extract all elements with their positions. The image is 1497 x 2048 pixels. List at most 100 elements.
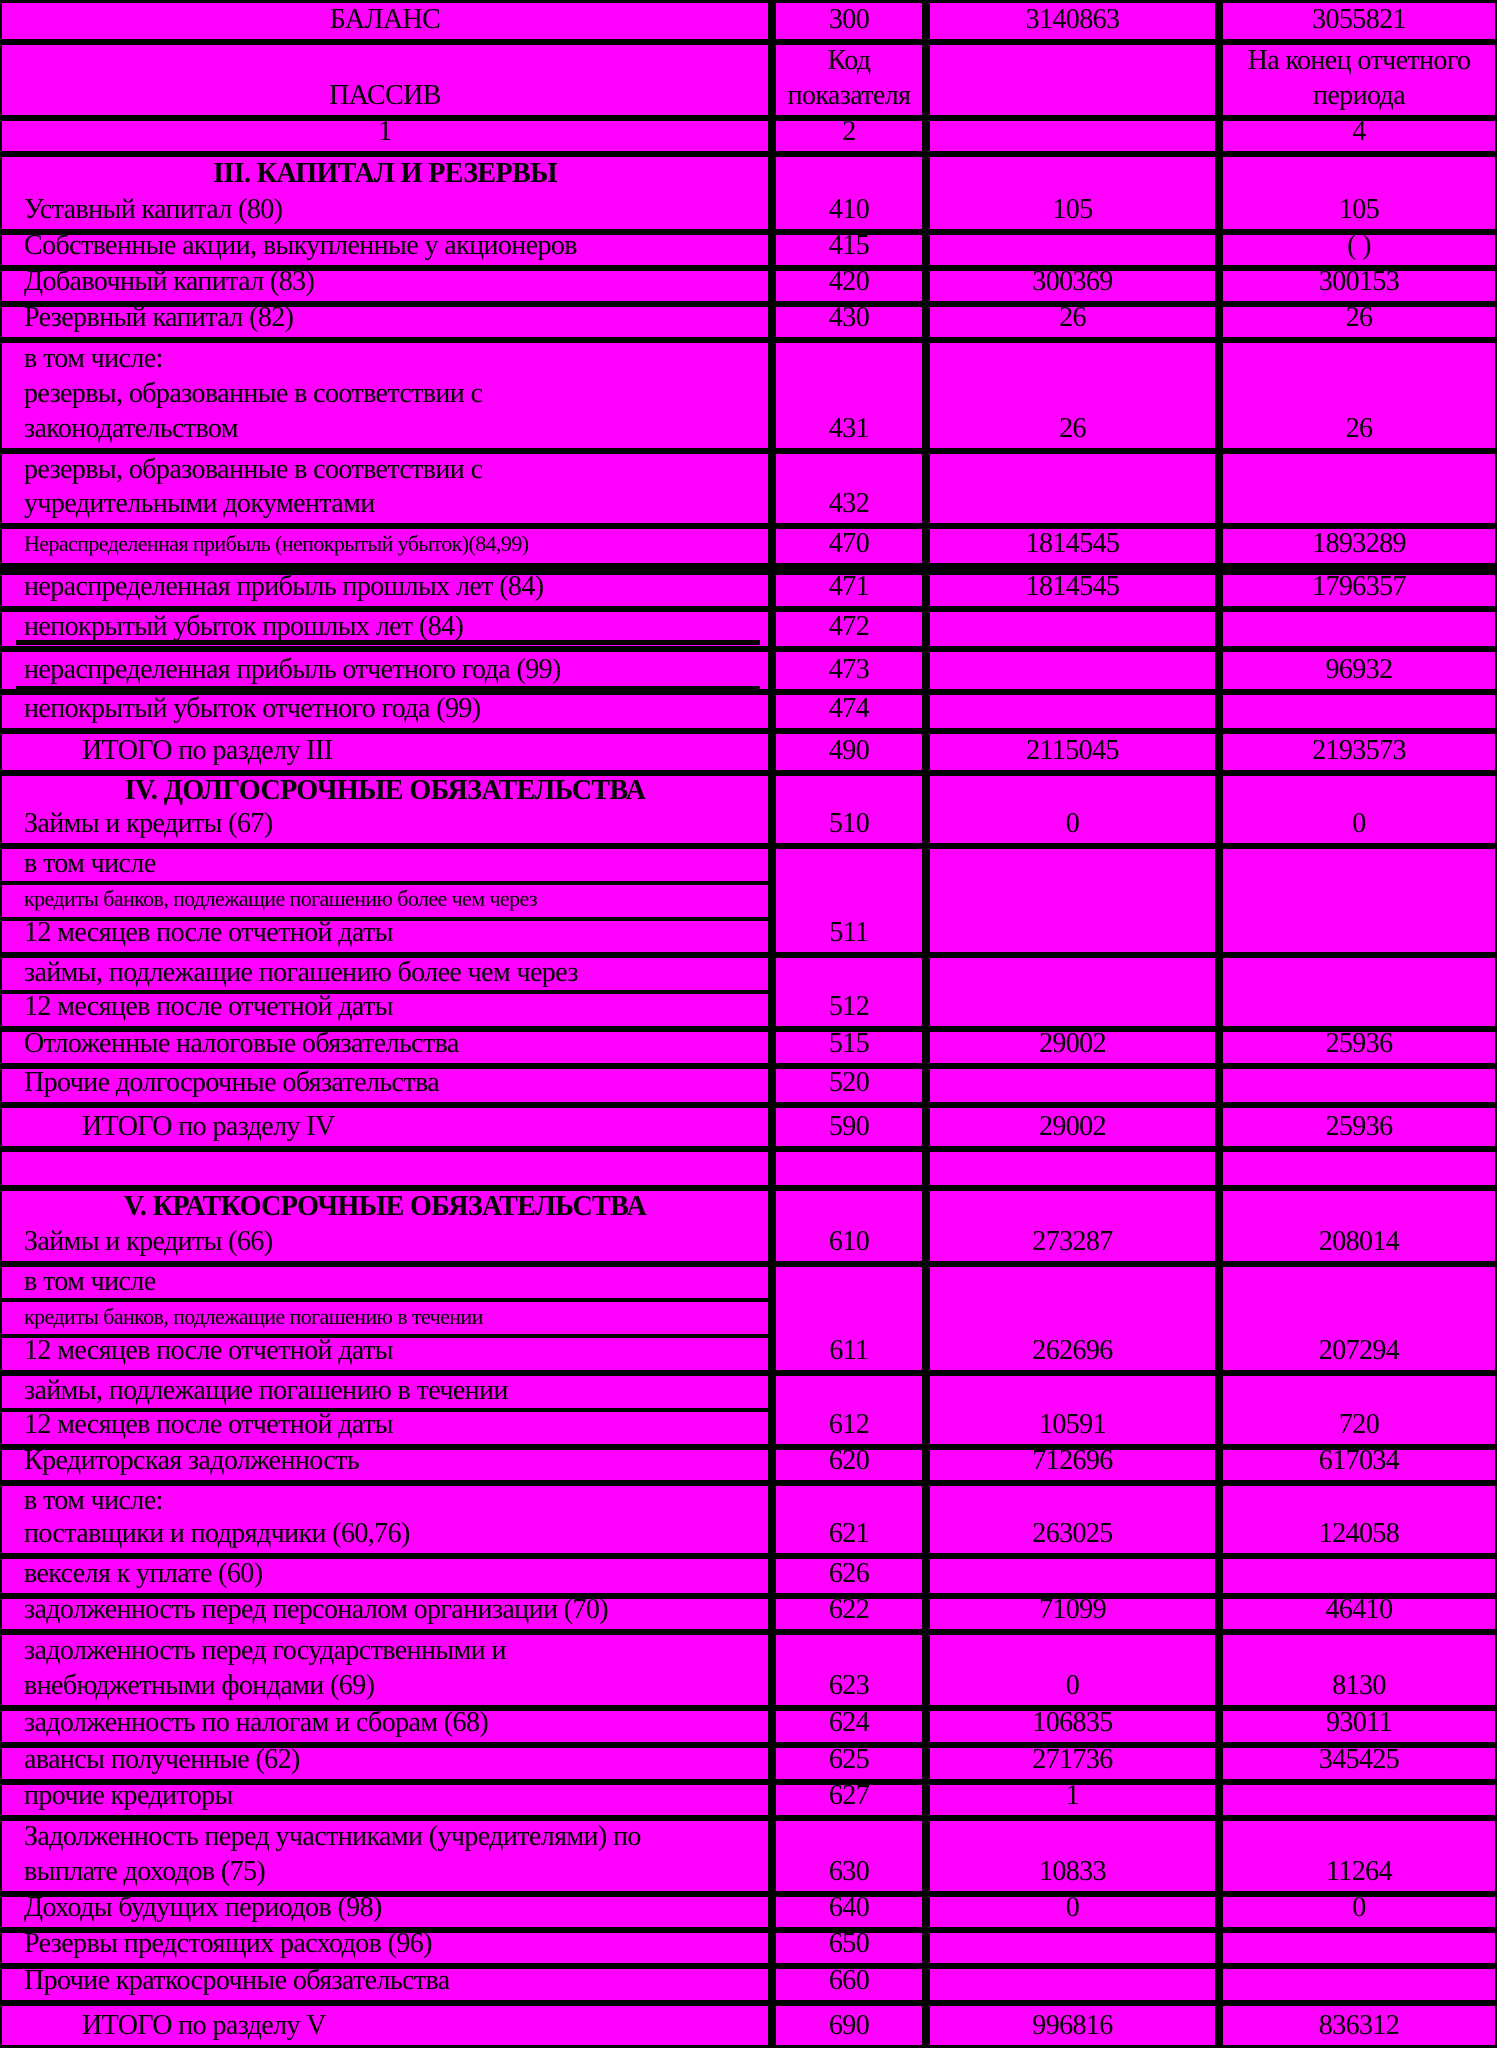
end-value-cell: 836312 xyxy=(1223,2006,1495,2045)
indicator-code: 621 xyxy=(828,1518,870,1549)
row-label: прочие кредиторы xyxy=(24,1785,233,1811)
end-value-cell: ( ) xyxy=(1223,235,1495,265)
row-label: Резервный капитал (82) xyxy=(24,307,294,333)
code-cell: 624 xyxy=(776,1711,922,1742)
end-value-cell xyxy=(1223,1152,1495,1185)
start-value-cell: 1814545 xyxy=(930,529,1215,563)
code-cell: 650 xyxy=(776,1933,922,1963)
code-cell: 490 xyxy=(776,734,922,770)
row-label-cell: ИТОГО по разделу V xyxy=(2,2006,768,2045)
start-of-period-value: 300369 xyxy=(1032,271,1113,297)
section-heading: IV. ДОЛГОСРОЧНЫЕ ОБЯЗАТЕЛЬСТВА xyxy=(124,776,646,806)
start-of-period-value: 271736 xyxy=(1032,1748,1113,1775)
start-of-period-value: 0 xyxy=(1065,1670,1080,1701)
start-of-period-value: 263025 xyxy=(1032,1518,1113,1549)
indicator-code: 410 xyxy=(828,194,870,225)
indicator-code: 650 xyxy=(828,1933,870,1959)
row-label-cell: Прочие долгосрочные обязательства xyxy=(2,1069,768,1102)
indicator-code: 690 xyxy=(828,2010,870,2041)
start-of-period-value: 10591 xyxy=(1038,1409,1107,1440)
row-label: законодательством xyxy=(24,413,238,444)
row-label-cell: Добавочный капитал (83) xyxy=(2,271,768,301)
end-value-cell xyxy=(1223,612,1495,646)
end-of-period-value: 25936 xyxy=(1325,1111,1393,1142)
end-value-cell: 25936 xyxy=(1223,1108,1495,1146)
code-cell: 410 xyxy=(776,157,922,229)
code-cell: 473 xyxy=(776,652,922,689)
row-label: БАЛАНС xyxy=(329,4,441,35)
end-of-period-value: 105 xyxy=(1338,194,1380,225)
row-label: задолженность перед персоналом организац… xyxy=(24,1599,609,1625)
row-label-cell: задолженность перед персоналом организац… xyxy=(2,1599,768,1629)
row-label-cell: в том числе кредиты банков, подлежащие по… xyxy=(2,1267,768,1370)
end-value-cell: 124058 xyxy=(1223,1486,1495,1553)
end-value-cell xyxy=(1223,454,1495,523)
indicator-code: 431 xyxy=(828,413,870,444)
row-label-cell: Резервы предстоящих расходов (96) xyxy=(2,1933,768,1963)
row-label: Добавочный капитал (83) xyxy=(24,271,315,297)
row-label: нераспределенная прибыль прошлых лет (84… xyxy=(24,575,544,602)
code-cell: 660 xyxy=(776,1969,922,2000)
indicator-code: 471 xyxy=(828,575,870,602)
row-label: в том числе xyxy=(24,1267,156,1298)
code-cell: 620 xyxy=(776,1450,922,1480)
indicator-code: 660 xyxy=(828,1969,870,1996)
row-label: поставщики и подрядчики (60,76) xyxy=(24,1518,410,1549)
indicator-code: 511 xyxy=(829,917,869,948)
code-cell: 520 xyxy=(776,1069,922,1102)
end-value-cell: 617034 xyxy=(1223,1450,1495,1480)
code-cell: 300 xyxy=(776,3,922,39)
indicator-code: 612 xyxy=(828,1409,870,1440)
code-cell: 640 xyxy=(776,1897,922,1927)
start-of-period-value xyxy=(930,916,1215,950)
row-divider xyxy=(0,917,770,921)
start-value-cell: 263025 xyxy=(930,1486,1215,1553)
end-of-period-value: 208014 xyxy=(1318,1226,1400,1257)
end-period-header: На конец отчетного xyxy=(1247,45,1471,76)
code-cell: 472 xyxy=(776,612,922,646)
code-cell: 2 xyxy=(776,121,922,151)
indicator-code: 590 xyxy=(828,1111,870,1142)
end-value-cell xyxy=(1223,1969,1495,2000)
row-label: в том числе: xyxy=(24,1486,163,1516)
start-value-cell xyxy=(930,1069,1215,1102)
code-header: Код xyxy=(827,45,872,76)
row-label: резервы, образованные в соответствии с xyxy=(24,378,483,409)
end-of-period-value: 0 xyxy=(1352,808,1366,839)
start-of-period-value: 10833 xyxy=(1038,1856,1107,1887)
end-value-cell: 26 xyxy=(1223,343,1495,448)
row-label-cell: непокрытый убыток отчетного года (99) xyxy=(2,695,768,728)
end-of-period-value: 1796357 xyxy=(1312,575,1406,602)
code-cell: 630 xyxy=(776,1821,922,1891)
row-divider xyxy=(0,990,770,994)
row-label: Уставный капитал (80) xyxy=(24,194,283,225)
code-cell: 611 xyxy=(776,1267,922,1370)
row-label-cell: Прочие краткосрочные обязательства xyxy=(2,1969,768,2000)
indicator-code: 432 xyxy=(828,488,870,519)
start-of-period-value: 712696 xyxy=(1032,1450,1113,1476)
end-of-period-value: 26 xyxy=(1345,413,1373,444)
start-value-cell: 300369 xyxy=(930,271,1215,301)
start-value-cell: 3140863 xyxy=(930,3,1215,39)
indicator-code: 622 xyxy=(828,1599,870,1625)
start-of-period-value: 996816 xyxy=(1032,2010,1113,2041)
end-value-cell xyxy=(1223,1069,1495,1102)
end-value-cell: 105 xyxy=(1223,157,1495,229)
start-value-cell: 105 xyxy=(930,157,1215,229)
indicator-code: 515 xyxy=(828,1032,870,1059)
code-cell: 512 xyxy=(776,958,922,1026)
indicator-code: 300 xyxy=(828,4,870,35)
start-of-period-value xyxy=(930,1559,1215,1591)
indicator-code: 512 xyxy=(828,991,870,1022)
start-value-cell xyxy=(930,612,1215,646)
indicator-code: 520 xyxy=(828,1069,870,1098)
row-label: Нераспределенная прибыль (непокрытый убы… xyxy=(24,531,529,556)
row-label: векселя к уплате (60) xyxy=(24,1559,263,1589)
row-label: 12 месяцев после отчетной даты xyxy=(24,1335,393,1366)
row-label: Кредиторская задолженность xyxy=(24,1450,360,1476)
indicator-code: 470 xyxy=(828,529,870,559)
code-cell: 474 xyxy=(776,695,922,728)
start-value-cell: 0 xyxy=(930,1897,1215,1927)
row-label-cell: прочие кредиторы xyxy=(2,1785,768,1815)
row-label: нераспределенная прибыль отчетного года … xyxy=(24,654,561,685)
